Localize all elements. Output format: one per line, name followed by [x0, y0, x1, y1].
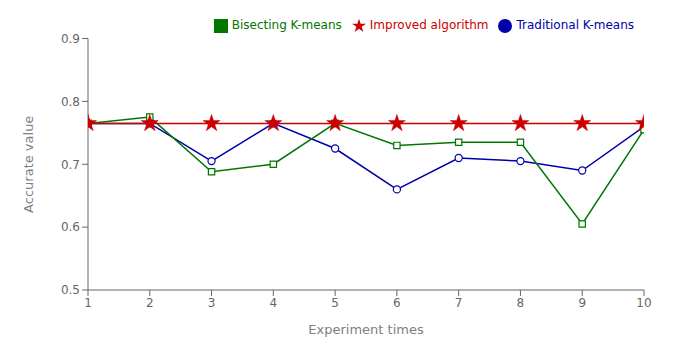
svg-text:0.9: 0.9: [61, 32, 80, 46]
svg-text:7: 7: [455, 296, 463, 310]
svg-text:2: 2: [146, 296, 154, 310]
svg-text:0.5: 0.5: [61, 283, 80, 297]
svg-text:0.7: 0.7: [61, 158, 80, 172]
svg-text:1: 1: [84, 296, 92, 310]
svg-text:0.6: 0.6: [61, 220, 80, 234]
html-text:Bisecting K-means: Bisecting K-means: [231, 18, 342, 32]
svg-text:10: 10: [636, 296, 651, 310]
html-text:Traditional K-means: Traditional K-means: [516, 18, 634, 32]
svg-text:5: 5: [331, 296, 339, 310]
svg-text:8: 8: [517, 296, 525, 310]
svg-text:Accurate value: Accurate value: [21, 116, 36, 213]
svg-text:3: 3: [208, 296, 216, 310]
svg-text:6: 6: [393, 296, 401, 310]
html-text:Improved algorithm: Improved algorithm: [369, 18, 489, 32]
svg-text:0.8: 0.8: [61, 95, 80, 109]
svg-text:Experiment times: Experiment times: [308, 322, 424, 337]
svg-text:9: 9: [578, 296, 586, 310]
svg-text:4: 4: [270, 296, 278, 310]
